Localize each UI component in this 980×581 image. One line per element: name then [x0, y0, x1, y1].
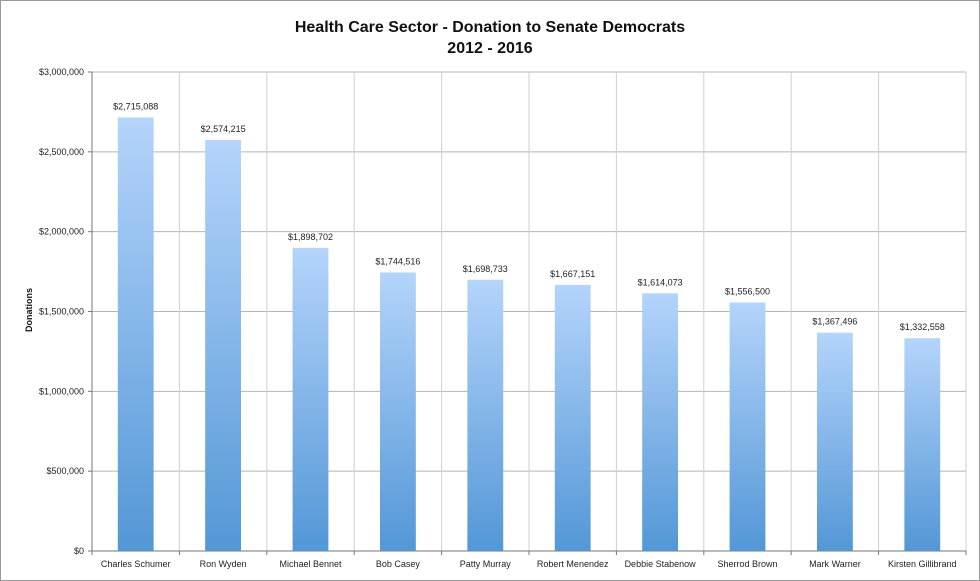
y-tick-label: $500,000: [46, 466, 84, 476]
x-tick-label: Ron Wyden: [200, 559, 247, 569]
data-label: $1,367,496: [812, 317, 857, 327]
data-label: $1,898,702: [288, 232, 333, 242]
x-tick-label: Charles Schumer: [101, 559, 171, 569]
data-label: $1,614,073: [638, 277, 683, 287]
x-tick-label: Mark Warner: [809, 559, 861, 569]
bar: [904, 338, 941, 551]
bar: [467, 279, 504, 551]
x-tick-label: Robert Menendez: [537, 559, 609, 569]
bar: [554, 284, 591, 551]
y-tick-label: $0: [74, 546, 84, 556]
bar: [117, 117, 154, 551]
data-label: $1,556,500: [725, 286, 770, 296]
x-tick-label: Debbie Stabenow: [625, 559, 697, 569]
y-tick-label: $2,000,000: [39, 227, 84, 237]
data-label: $2,574,215: [201, 124, 246, 134]
data-label: $1,332,558: [900, 322, 945, 332]
bar: [816, 332, 853, 551]
bars: [117, 117, 941, 551]
bar: [379, 272, 416, 551]
labels: $0 $500,000 $1,000,000 $1,500,000 $2,000,000…: [39, 67, 957, 569]
y-tick-label: $3,000,000: [39, 67, 84, 77]
bar: [729, 302, 766, 551]
x-tick-label: Bob Casey: [376, 559, 421, 569]
data-label: $1,667,151: [550, 269, 595, 279]
grid-lines: [92, 71, 967, 551]
chart-title: Health Care Sector - Donation to Senate …: [294, 19, 686, 36]
y-tick-label: $1,500,000: [39, 307, 84, 317]
x-tick-label: Kirsten Gillibrand: [888, 559, 957, 569]
data-label: $1,698,733: [463, 264, 508, 274]
data-label: $1,744,516: [375, 256, 420, 266]
x-tick-label: Sherrod Brown: [717, 559, 777, 569]
y-tick-label: $2,500,000: [39, 147, 84, 157]
x-tick-label: Michael Bennet: [279, 559, 342, 569]
data-label: $2,715,088: [113, 101, 158, 111]
bar: [292, 247, 329, 551]
chart-subtitle: 2012 - 2016: [447, 40, 533, 57]
y-tick-label: $1,000,000: [39, 386, 84, 396]
x-tick-label: Patty Murray: [460, 559, 512, 569]
bar: [642, 293, 679, 551]
bar: [205, 139, 242, 551]
